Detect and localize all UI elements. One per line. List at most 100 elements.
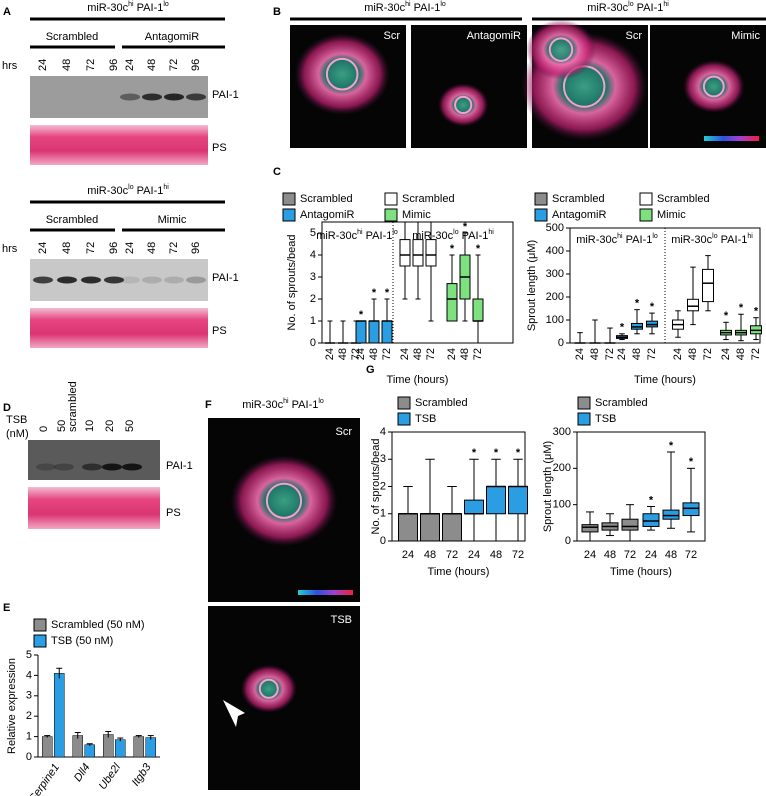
y-tick-label: 200 [553,462,571,474]
box [508,486,528,515]
y-tick-label: 400 [546,245,564,257]
ps-image [30,125,208,165]
significance: * [754,306,759,318]
group-label: miR-30clo PAI-1hi [412,229,494,242]
legend-swatch [33,634,47,648]
x-tick-label: 24 [672,348,684,360]
blot-band [57,276,77,284]
hrs-label: hrs [2,243,18,255]
legend-label: Mimic [402,209,431,221]
blot-band [122,463,142,471]
lane-label: 72 [85,242,97,254]
x-tick-label: 24 [324,348,336,360]
lane-label: 24 [37,242,49,254]
x-tick-label: 48 [368,348,380,360]
group-label: miR-30chi PAI-1lo [576,233,658,246]
x-tick-label: 72 [604,348,616,360]
color-scale [298,590,353,595]
x-axis-title: Time (hours) [634,374,696,386]
blot-band [104,276,124,284]
lane-label: 96 [108,59,120,71]
x-tick-label: 72 [350,348,362,360]
y-tick-label: 2 [380,480,386,492]
box [398,513,418,542]
image-header-part: hi [663,1,669,8]
legend-label: Scrambled [657,193,710,205]
x-tick-label: 24 [468,549,480,561]
x-tick-label: 48 [604,549,616,561]
cell-sprouts [230,455,338,547]
significance: * [650,301,655,313]
x-tick-label: Itgb3 [130,761,154,789]
group-label-part: hi [747,233,753,240]
legend-swatch [639,192,653,206]
box [662,509,680,520]
lane-label: 48 [61,242,73,254]
x-tick-label: 24 [399,348,411,360]
x-tick-label: 48 [337,348,349,360]
group-label: AntagomiR [145,31,199,43]
group-label-part: lo [712,233,718,240]
significance: * [739,302,744,314]
x-tick-label: 72 [702,348,714,360]
bead [702,75,725,98]
y-tick-label: 0 [310,337,316,349]
x-tick-label: 48 [665,549,677,561]
significance: * [385,287,390,299]
lane-label: 96 [190,59,202,71]
cell-sprouts [683,60,745,113]
blot-band [120,276,140,284]
y-tick-label: 200 [546,291,564,303]
bar [133,736,144,758]
image-header-part: miR-30c [587,2,628,14]
y-tick-label: 100 [553,499,571,511]
x-tick-label: 48 [412,348,424,360]
legend-label: TSB [595,413,616,425]
legend-label: Mimic [657,209,686,221]
x-tick-label: 72 [381,348,393,360]
panel-letter: G [366,364,375,376]
x-tick-label: Ube2l [97,761,124,792]
blot-band [82,463,102,471]
legend-label: TSB (50 nM) [51,635,113,647]
box [472,298,484,322]
y-tick-label: 1 [310,315,316,327]
y-tick-label: 1 [26,731,32,743]
image-label: Scr [626,30,643,42]
y-tick-label: 3 [310,271,316,283]
image-header-part: PAI-1 [634,2,664,14]
image-header-part: hi [283,398,289,405]
color-scale [704,136,759,141]
panel-letter: D [3,402,11,414]
box [464,499,484,515]
bar [115,739,126,758]
y-tick-label: 3 [26,690,32,702]
box [368,320,380,344]
bar [84,744,95,758]
y-tick-label: 0 [26,751,32,763]
box [702,268,714,303]
box [420,513,440,542]
legend-swatch [33,618,47,632]
image-header-part: lo [628,1,634,8]
legend-label: AntagomiR [552,209,606,221]
x-tick-label: 72 [425,348,437,360]
x-tick-label: 72 [750,348,762,360]
group-label-part: PAI-1 [363,230,393,242]
blot-header-part: miR-30c [87,185,128,197]
lane-note: scrambled [67,381,79,432]
x-axis-title: Time (hours) [610,566,672,578]
group-label: miR-30chi PAI-1lo [316,229,398,242]
image-label: TSB [331,614,352,626]
lane-label: 72 [168,59,180,71]
group-label-part: PAI-1 [459,230,489,242]
y-tick-label: 0 [565,535,571,547]
group-label-part: PAI-1 [623,234,653,246]
bar [42,736,53,758]
group-label-part: lo [652,233,658,240]
image-header-part: miR-30c [364,2,405,14]
group-label-part: miR-30c [412,230,453,242]
significance: * [724,310,729,322]
